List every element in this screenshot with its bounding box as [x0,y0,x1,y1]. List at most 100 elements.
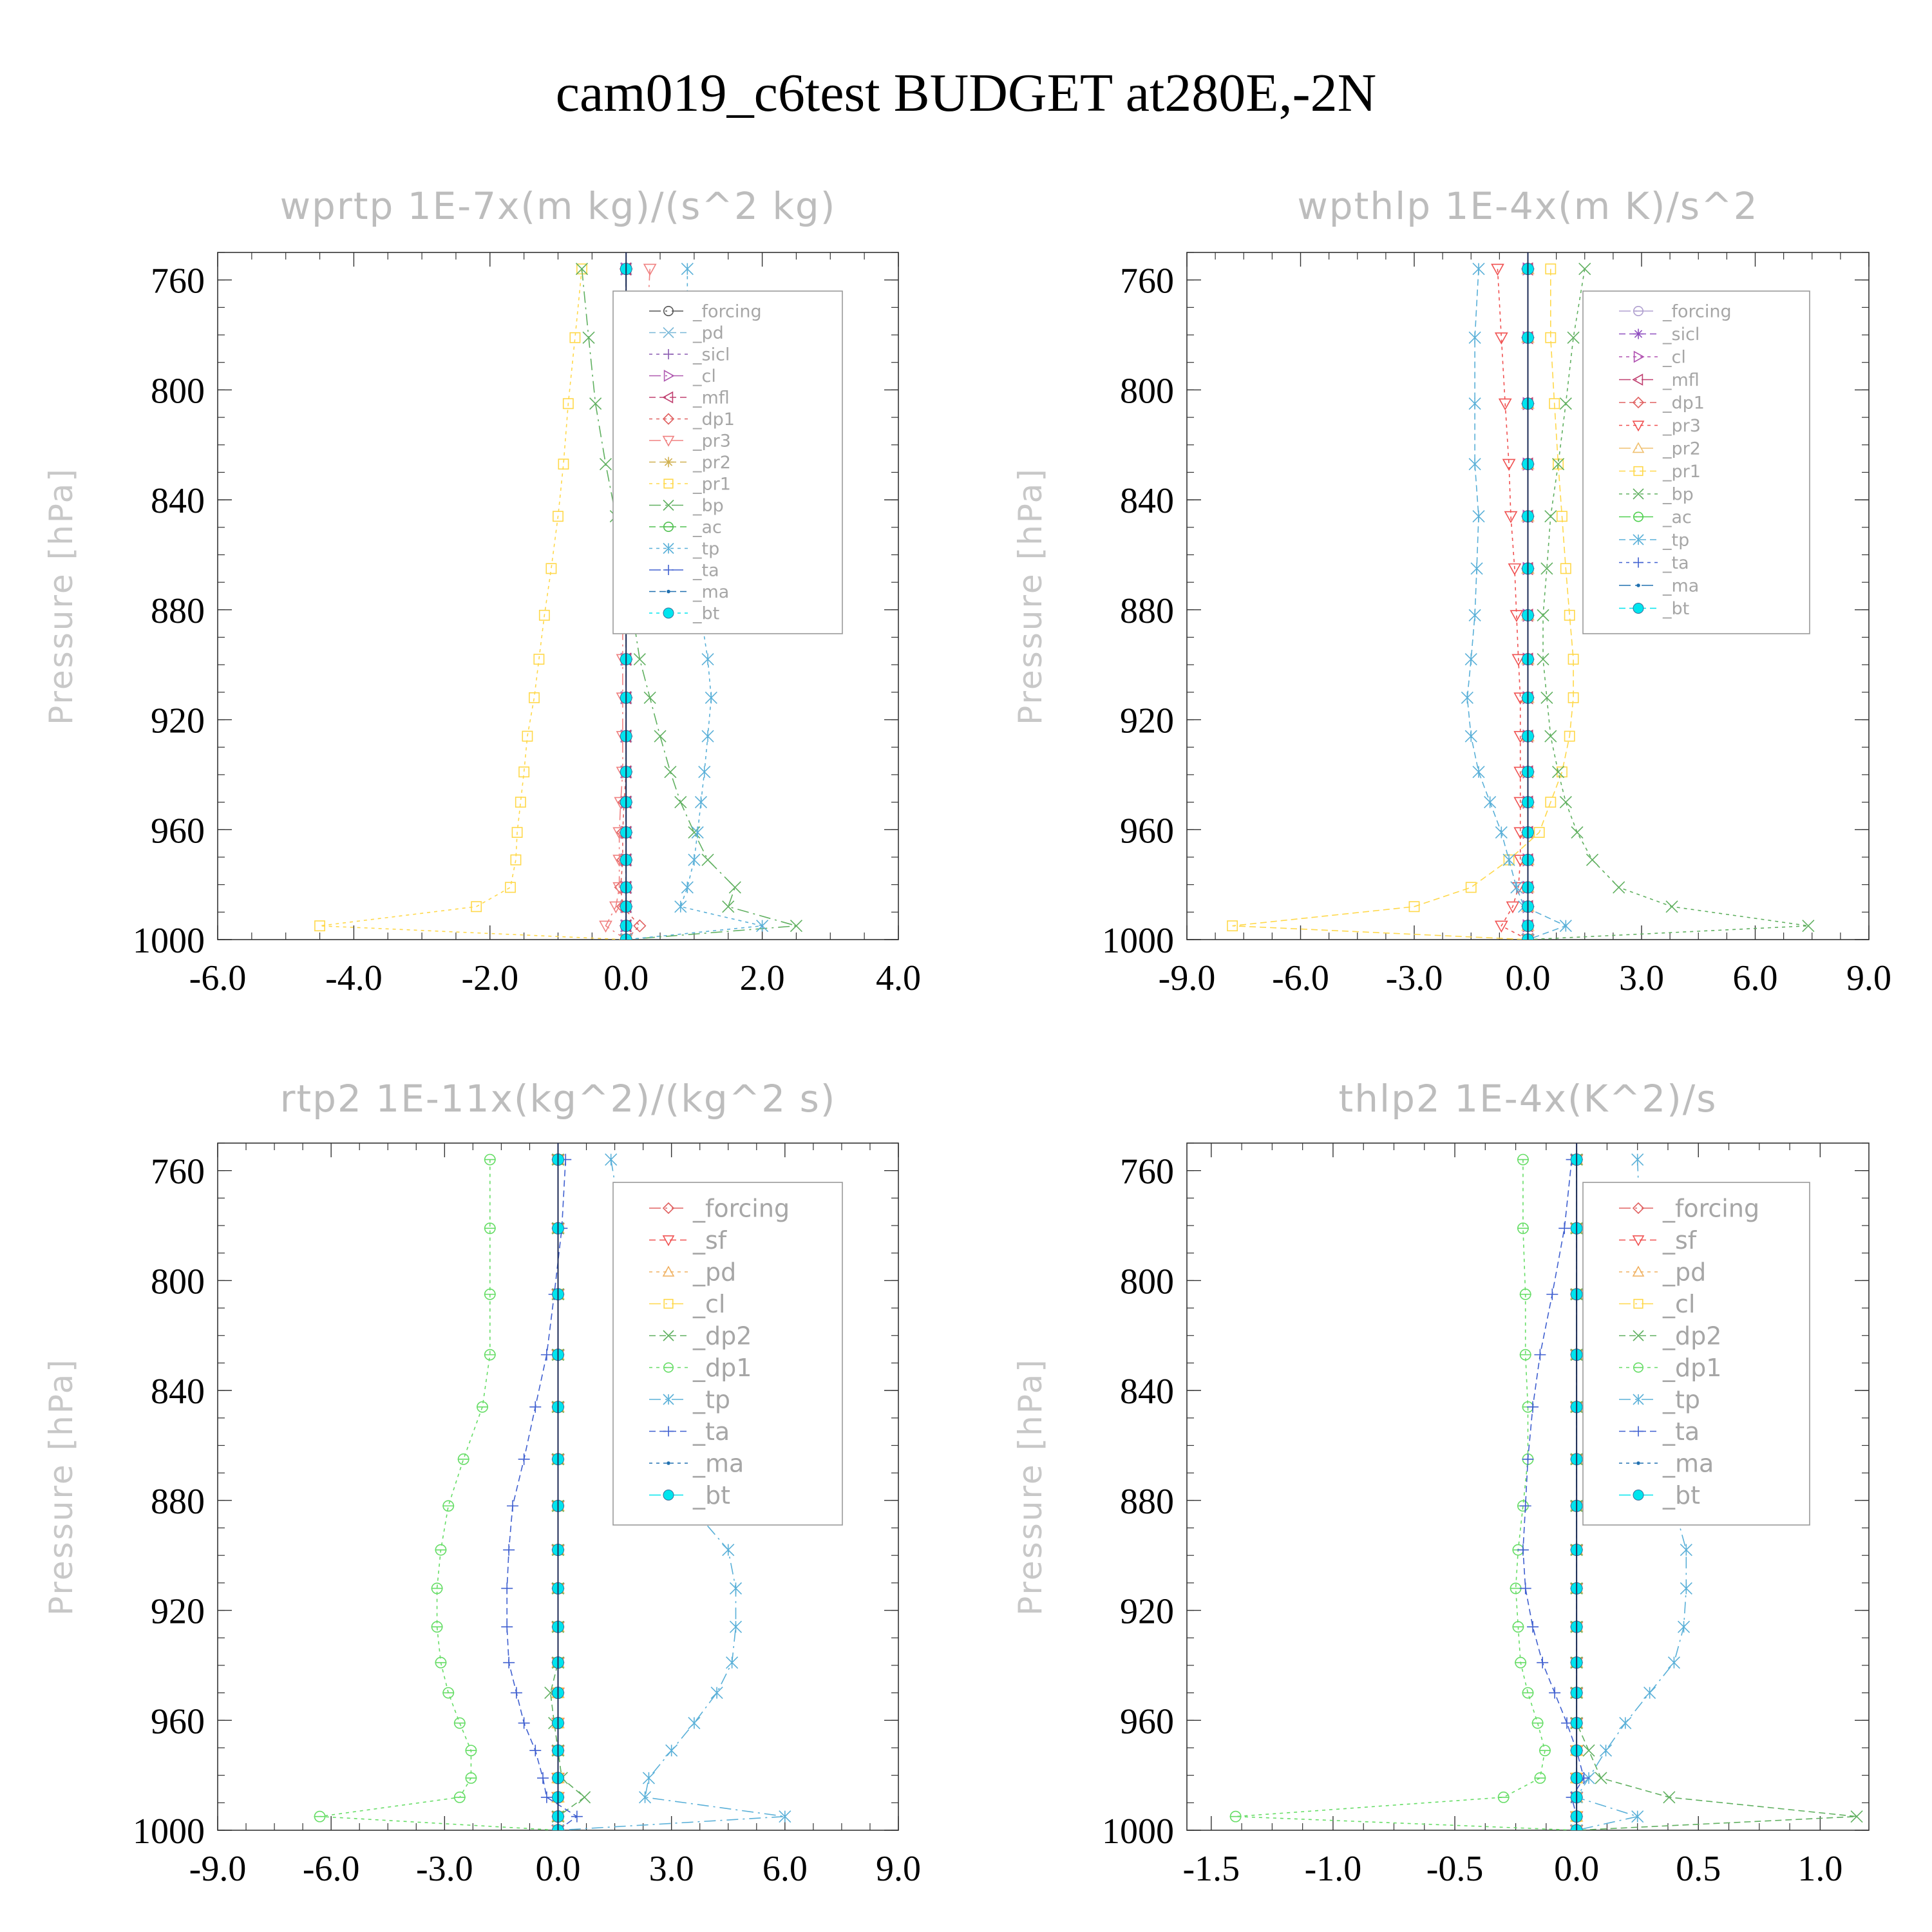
legend-entry-label: _sf [1662,1226,1698,1255]
legend-entry-label: _forcing [692,301,762,321]
legend-marker [663,370,675,382]
data-point [582,331,595,344]
y-tick-label: 920 [151,1592,205,1632]
legend-marker [1632,396,1645,409]
data-point [1544,730,1557,743]
data-point [431,1582,443,1595]
data-point [698,766,711,779]
legend-marker [663,1394,674,1405]
legend-marker [663,499,674,511]
data-point [722,900,735,913]
data-point [681,881,694,894]
data-point [1564,609,1575,621]
legend-marker [667,589,670,594]
panel-title: rtp2 1E-11x(kg^2)/(kg^2 s) [280,1077,837,1121]
y-tick-label: 800 [151,371,205,411]
legend-entry-label: _dp2 [1662,1321,1721,1350]
data-point [1557,511,1567,522]
data-point [510,854,522,866]
data-point [1519,1500,1531,1512]
data-point [1544,510,1557,523]
legend-entry-label: _dp1 [1662,1354,1721,1382]
y-axis: 760 800 840 880 920 960 1000 [1102,1142,1869,1852]
data-point [710,1687,723,1700]
legend-marker [1633,1362,1644,1373]
data-point [1667,1656,1680,1669]
series-line-ta [1522,1159,1585,1830]
data-point [1502,853,1515,866]
series-line-pr3 [1497,269,1528,940]
data-point [314,920,325,932]
legend-marker [1633,557,1643,568]
legend: _forcing _sf _pd _cl _dp2 _dp1 _tp _ta _ma _bt [612,1182,843,1526]
y-tick-label: 1000 [1102,921,1174,961]
y-tick-label: 960 [1120,1701,1174,1741]
data-point [1494,332,1508,345]
data-point [1534,1349,1546,1361]
y-axis: 760 800 840 880 920 960 1000 [133,252,898,961]
data-point [599,458,612,471]
data-point [722,1544,735,1557]
data-point [1643,1687,1656,1700]
data-point [1663,1791,1676,1804]
y-tick-label: 960 [151,1701,205,1741]
panel-title: wpthlp 1E-4x(m K)/s^2 [1297,184,1758,228]
legend-marker [663,565,674,575]
legend-marker [1633,466,1643,477]
data-point [511,827,523,838]
data-point [756,920,769,933]
legend-marker [663,1490,674,1501]
series-line-tp [1466,269,1567,940]
legend-marker [1632,374,1643,386]
data-point [705,691,717,704]
data-point [701,730,714,743]
data-point [435,1544,447,1556]
data-point [1494,920,1508,933]
data-point [674,796,687,809]
y-tick-label: 1000 [133,1812,205,1852]
data-point [562,398,574,410]
x-tick-label: -9.0 [189,1849,247,1889]
data-point [484,1222,496,1235]
data-point [1468,458,1481,471]
data-point [1495,826,1508,839]
data-point [701,853,714,866]
data-point [507,1500,519,1512]
data-point [1522,1453,1534,1465]
legend-entry-label: _ma [692,582,729,602]
data-point [442,1500,455,1512]
x-axis: -9.0 -6.0 -3.0 0.0 3.0 6.0 9.0 [1159,252,1891,998]
data-point [529,692,540,703]
panel-title: wprtp 1E-7x(m kg)/(s^2 kg) [280,184,837,228]
legend-marker [663,305,674,316]
legend-entry-label: _tp [692,539,719,559]
data-point [1802,920,1815,933]
data-point [1571,826,1584,839]
figure-title: cam019_c6test BUDGET at280E,-2N [556,63,1377,123]
data-point [1527,1401,1539,1413]
data-point [1510,881,1523,894]
data-point [1504,511,1518,524]
data-point [1665,900,1678,913]
x-tick-label: 4.0 [876,958,921,998]
legend-marker [1632,421,1645,432]
y-tick-label: 920 [151,701,205,741]
series-line-dp2 [549,1159,585,1830]
data-point [1519,1288,1531,1300]
data-point [518,1453,530,1465]
data-point [471,901,482,913]
legend-marker [663,1426,674,1437]
data-point [484,1349,496,1361]
x-tick-label: 0.0 [536,1849,581,1889]
data-point [553,511,564,522]
data-point [518,766,530,778]
data-point [1497,1791,1510,1803]
legend-entry-label: _sf [692,1226,728,1255]
data-point [643,263,657,276]
legend-marker [1633,488,1644,500]
y-tick-label: 880 [1120,591,1174,631]
y-tick-label: 800 [1120,371,1174,411]
legend-entry-label: _bt [692,1481,730,1510]
data-point [1680,1582,1692,1595]
